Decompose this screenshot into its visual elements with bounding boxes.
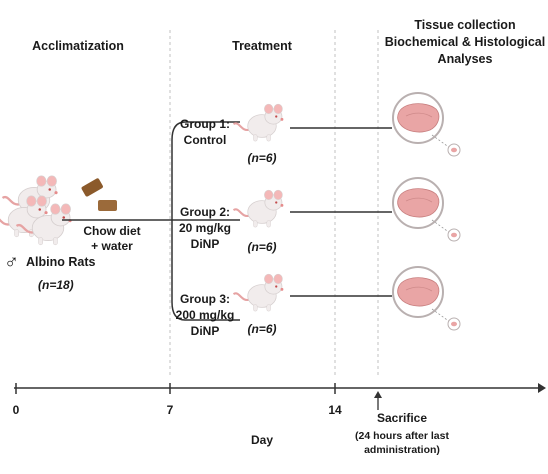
group-3-rat-icon bbox=[232, 273, 285, 313]
timeline-axis-label: Day bbox=[251, 433, 273, 447]
male-symbol: ♂ bbox=[4, 251, 19, 273]
tick-label-7: 7 bbox=[167, 403, 174, 417]
group-1-line-2: Control bbox=[184, 133, 227, 147]
tick-label-14: 14 bbox=[328, 403, 342, 417]
timeline-arrowhead bbox=[538, 383, 546, 393]
rat-cluster bbox=[0, 174, 73, 246]
group-2-line-2: 20 mg/kg bbox=[179, 221, 231, 235]
sacrifice-note-line-1: (24 hours after last bbox=[355, 430, 449, 442]
diet-label-line-2: + water bbox=[91, 239, 133, 253]
tissue-group-2-icon bbox=[392, 177, 461, 242]
phase-collection-line-1: Tissue collection bbox=[414, 18, 515, 32]
sacrifice-note-line-2: administration) bbox=[364, 444, 440, 456]
chow-pellets-icon bbox=[81, 178, 117, 211]
group-2-n-label: (n=6) bbox=[247, 240, 276, 254]
group-3-line-2: 200 mg/kg bbox=[176, 308, 235, 322]
group-2-line-3: DiNP bbox=[191, 237, 220, 251]
group-3-n-label: (n=6) bbox=[247, 322, 276, 336]
diet-label-line-1: Chow diet bbox=[83, 224, 140, 238]
tick-label-0: 0 bbox=[13, 403, 20, 417]
phase-acclimatization-label: Acclimatization bbox=[32, 39, 124, 53]
group-3-line-3: DiNP bbox=[191, 324, 220, 338]
sacrifice-label: Sacrifice bbox=[377, 411, 427, 425]
group-2-line-1: Group 2: bbox=[180, 205, 230, 219]
rats-label: Albino Rats bbox=[26, 255, 95, 269]
phase-collection-line-3: Analyses bbox=[438, 52, 493, 66]
group-branch bbox=[171, 121, 186, 321]
group-1-line-1: Group 1: bbox=[180, 117, 230, 131]
phase-treatment-label: Treatment bbox=[232, 39, 293, 53]
tissue-group-3-icon bbox=[392, 266, 461, 331]
group-2-rat-icon bbox=[232, 189, 285, 229]
phase-collection-line-2: Biochemical & Histological bbox=[385, 35, 545, 49]
group-3-line-1: Group 3: bbox=[180, 292, 230, 306]
sacrifice-arrowhead bbox=[374, 391, 382, 398]
group-1-n-label: (n=6) bbox=[247, 151, 276, 165]
tissue-group-1-icon bbox=[392, 92, 461, 157]
rats-n-label: (n=18) bbox=[38, 278, 74, 292]
group-1-rat-icon bbox=[232, 103, 285, 143]
